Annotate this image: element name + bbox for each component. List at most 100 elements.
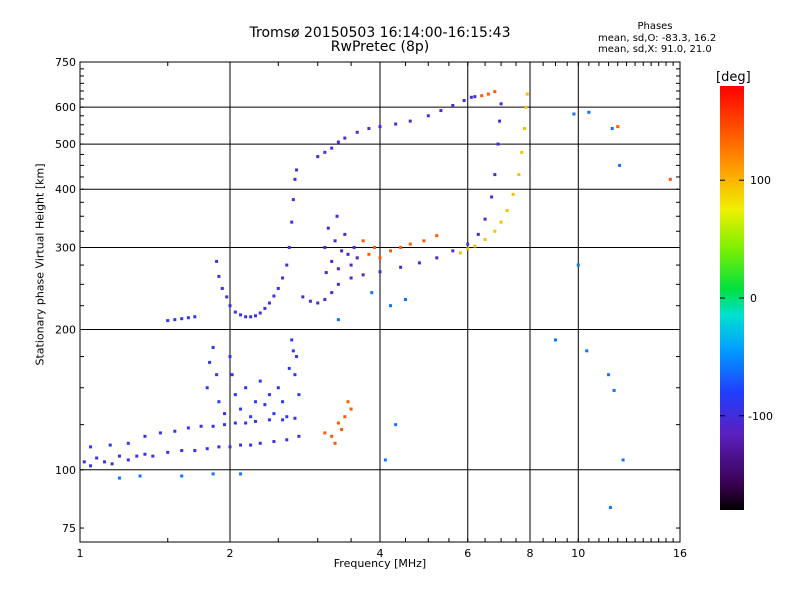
data-point — [587, 110, 591, 114]
data-point — [263, 306, 267, 310]
data-point — [272, 440, 276, 444]
data-point — [336, 140, 340, 144]
y-tick-label: 750 — [55, 56, 76, 69]
data-point — [308, 299, 312, 303]
data-point — [435, 234, 439, 238]
data-point — [473, 244, 477, 248]
data-point — [394, 423, 398, 427]
data-point — [211, 345, 215, 349]
x-axis-ticks: 1 2 4 6 8 10 16 — [77, 62, 687, 560]
data-point — [343, 136, 347, 140]
data-point — [462, 99, 466, 103]
data-point — [239, 313, 243, 317]
data-point — [476, 232, 480, 236]
data-point — [336, 421, 340, 425]
data-point — [511, 192, 515, 196]
data-point — [244, 315, 248, 319]
data-point — [499, 220, 503, 224]
data-point — [367, 252, 371, 256]
data-point — [333, 441, 337, 445]
data-point — [253, 419, 257, 423]
data-point — [249, 443, 253, 447]
data-point — [451, 103, 455, 107]
data-point — [608, 506, 612, 510]
data-point — [233, 393, 237, 397]
data-point — [135, 454, 139, 458]
data-point — [82, 460, 86, 464]
data-point — [215, 373, 219, 377]
data-point — [297, 393, 301, 397]
data-point — [367, 126, 371, 130]
data-point — [422, 239, 426, 243]
data-point — [158, 431, 162, 435]
data-point — [323, 297, 327, 301]
data-point — [205, 386, 209, 390]
data-point — [295, 168, 299, 172]
data-point — [267, 418, 271, 422]
data-point — [323, 245, 327, 249]
data-point — [205, 447, 209, 451]
data-point — [117, 454, 121, 458]
data-point — [612, 388, 616, 392]
data-point — [193, 449, 197, 453]
chart-subtitle: RwPretec (8p) — [330, 39, 430, 55]
data-point — [253, 314, 257, 318]
colorbar-unit-label: [deg] — [716, 70, 751, 85]
data-point — [228, 445, 232, 449]
data-point — [233, 310, 237, 314]
data-point — [426, 114, 430, 118]
data-point — [399, 245, 403, 249]
data-point — [330, 259, 334, 263]
data-point — [223, 412, 227, 416]
data-point — [166, 319, 170, 323]
data-point — [276, 286, 280, 290]
data-point — [435, 256, 439, 260]
data-point — [417, 261, 421, 265]
data-point — [180, 317, 184, 321]
data-point — [199, 424, 203, 428]
data-point — [281, 276, 285, 280]
data-point — [290, 338, 294, 342]
data-point — [126, 458, 130, 462]
colorbar-tick-label: -100 — [748, 410, 773, 423]
data-point — [389, 304, 393, 308]
data-point — [383, 458, 387, 462]
data-point — [211, 424, 215, 428]
y-tick-label: 75 — [62, 522, 76, 535]
data-point — [480, 94, 484, 98]
data-point — [143, 452, 147, 456]
data-point — [244, 386, 248, 390]
data-point — [258, 441, 262, 445]
data-point — [499, 102, 503, 106]
data-point — [493, 173, 497, 177]
x-tick-label: 10 — [571, 547, 585, 560]
data-point — [293, 416, 297, 420]
x-axis-label: Frequency [MHz] — [333, 557, 427, 570]
data-point — [211, 472, 215, 476]
data-point — [336, 267, 340, 271]
data-point — [287, 245, 291, 249]
data-point — [293, 373, 297, 377]
data-point — [285, 263, 289, 267]
data-point — [524, 105, 528, 109]
x-tick-label: 1 — [77, 547, 84, 560]
data-point — [180, 474, 184, 478]
data-point — [295, 355, 299, 359]
data-point — [349, 407, 353, 411]
data-point — [520, 150, 524, 154]
x-tick-label: 6 — [464, 547, 471, 560]
y-tick-label: 400 — [55, 183, 76, 196]
data-point — [138, 474, 142, 478]
data-point — [173, 318, 177, 322]
data-point — [324, 271, 328, 275]
data-point — [486, 92, 490, 96]
data-point — [333, 239, 337, 243]
data-point — [355, 256, 359, 260]
data-point — [225, 295, 229, 299]
data-point — [483, 238, 487, 242]
data-point — [193, 315, 197, 319]
data-point — [346, 252, 350, 256]
data-point — [572, 112, 576, 116]
data-point — [525, 92, 529, 96]
